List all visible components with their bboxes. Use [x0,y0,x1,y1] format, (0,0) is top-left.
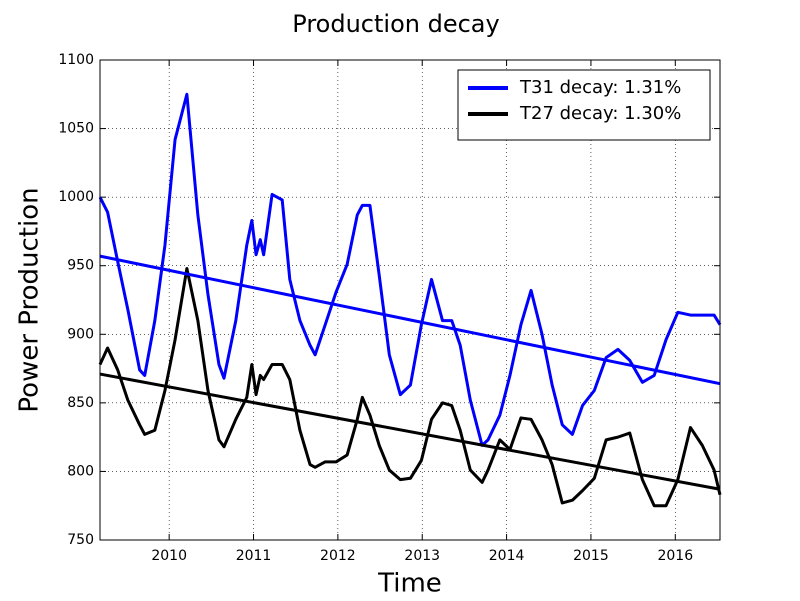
trend-line [99,254,721,386]
y-tick-label: 900 [67,326,94,342]
legend-box [457,69,711,141]
y-tick-label: 1100 [58,52,94,68]
x-tick-label: 2011 [236,548,272,564]
chart-title: Production decay [292,10,499,38]
x-tick-label: 2010 [151,548,187,564]
legend: T31 decay: 1.31% T27 decay: 1.30% [457,69,711,141]
x-tick-label: 2012 [320,548,356,564]
legend-label: T31 decay: 1.31% [519,77,681,98]
y-tick-label: 850 [67,395,94,411]
x-tick-label: 2014 [489,548,525,564]
x-tick-label: 2015 [573,548,609,564]
x-tick-label: 2016 [657,548,693,564]
plot-frame [99,59,721,541]
data-line [98,92,722,447]
y-tick-label: 1050 [58,121,94,137]
y-axis-label: Power Production [15,187,45,412]
x-axis-label: Time [377,569,442,599]
x-tick-label: 2013 [404,548,440,564]
y-tick-label: 800 [67,463,94,479]
legend-label: T27 decay: 1.30% [519,103,681,124]
y-tick-label: 950 [67,258,94,274]
y-tick-label: 750 [67,532,94,548]
trend-line [99,372,721,491]
y-tick-label: 1000 [58,189,94,205]
